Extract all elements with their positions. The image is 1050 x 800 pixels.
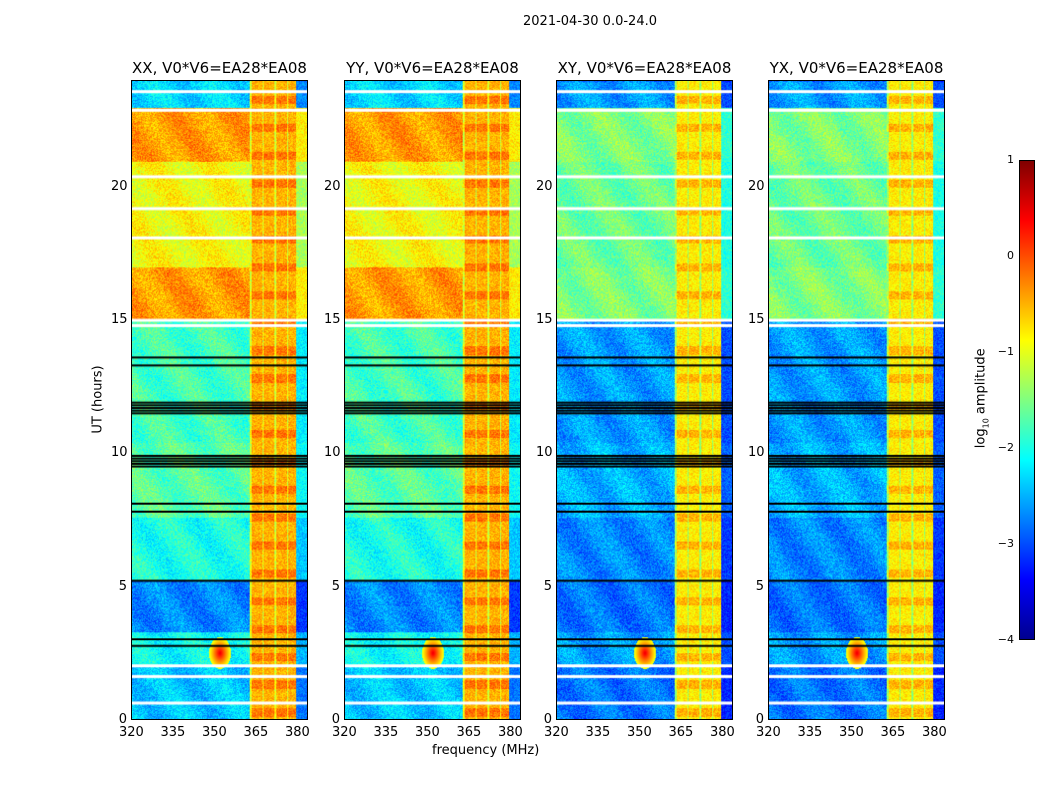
y-tick-label: 5 <box>543 578 552 594</box>
heatmap-panel-parallel <box>131 80 308 720</box>
y-tick-label: 5 <box>331 578 340 594</box>
figure-title: 2021-04-30 0.0-24.0 <box>523 14 657 29</box>
y-tick-label: 15 <box>748 312 765 327</box>
panel-title: YX, V0*V6=EA28*EA08 <box>769 59 944 77</box>
y-tick-label: 20 <box>111 178 128 194</box>
x-tick-label: 320 <box>544 725 569 740</box>
x-tick-label: 350 <box>414 725 440 740</box>
x-tick-label: 380 <box>921 725 947 740</box>
y-tick-label: 0 <box>118 712 127 727</box>
colorbar-tick-label: −4 <box>997 633 1014 646</box>
x-tick-label: 335 <box>797 725 823 740</box>
colorbar-label-prefix: log <box>973 428 989 449</box>
y-tick-label: 10 <box>111 445 128 461</box>
heatmap-panel-parallel <box>344 80 521 720</box>
x-tick-label: 380 <box>284 725 310 740</box>
y-tick-label: 10 <box>748 445 765 461</box>
y-tick-label: 0 <box>543 712 552 727</box>
x-tick-label: 320 <box>119 725 144 740</box>
y-tick-label: 20 <box>748 178 765 194</box>
colorbar-label: log10 amplitude <box>974 338 991 458</box>
heatmap-canvas <box>345 81 520 719</box>
x-tick-label: 365 <box>880 725 906 740</box>
heatmap-canvas <box>769 81 944 719</box>
colorbar-label-sub: 10 <box>981 418 991 429</box>
x-tick-label: 380 <box>709 725 735 740</box>
x-tick-label: 335 <box>160 725 186 740</box>
heatmap-panel-cross <box>768 80 945 720</box>
x-tick-label: 350 <box>838 725 864 740</box>
x-tick-label: 320 <box>756 725 781 740</box>
heatmap-panel-cross <box>556 80 733 720</box>
x-tick-label: 365 <box>668 725 694 740</box>
panel-title: XY, V0*V6=EA28*EA08 <box>557 59 732 77</box>
x-tick-label: 365 <box>456 725 482 740</box>
y-tick-label: 15 <box>536 312 553 327</box>
colorbar-tick-label: 1 <box>1007 153 1014 166</box>
colorbar <box>1019 160 1035 640</box>
colorbar-tick-label: −2 <box>997 441 1014 454</box>
y-tick-label: 0 <box>331 712 340 727</box>
y-tick-label: 15 <box>111 312 128 327</box>
y-axis-label: UT (hours) <box>90 365 106 434</box>
colorbar-tick-label: 0 <box>1007 249 1014 262</box>
colorbar-tick-label: −3 <box>997 537 1014 550</box>
x-tick-label: 365 <box>243 725 269 740</box>
x-tick-label: 335 <box>585 725 611 740</box>
y-tick-label: 5 <box>118 578 127 594</box>
colorbar-tick-label: −1 <box>997 345 1014 358</box>
heatmap-canvas <box>132 81 307 719</box>
panel-title: XX, V0*V6=EA28*EA08 <box>132 59 307 77</box>
y-tick-label: 20 <box>324 178 341 194</box>
y-tick-label: 10 <box>536 445 553 461</box>
x-axis-label: frequency (MHz) <box>432 743 540 758</box>
x-tick-label: 335 <box>373 725 399 740</box>
colorbar-label-suffix: amplitude <box>973 348 989 419</box>
y-tick-label: 15 <box>324 312 341 327</box>
y-tick-label: 5 <box>755 578 764 594</box>
x-tick-label: 350 <box>626 725 652 740</box>
x-tick-label: 380 <box>497 725 523 740</box>
panel-title: YY, V0*V6=EA28*EA08 <box>346 59 519 77</box>
y-tick-label: 0 <box>755 712 764 727</box>
heatmap-canvas <box>557 81 732 719</box>
y-tick-label: 20 <box>536 178 553 194</box>
y-tick-label: 10 <box>324 445 341 461</box>
x-tick-label: 320 <box>332 725 357 740</box>
x-tick-label: 350 <box>201 725 227 740</box>
